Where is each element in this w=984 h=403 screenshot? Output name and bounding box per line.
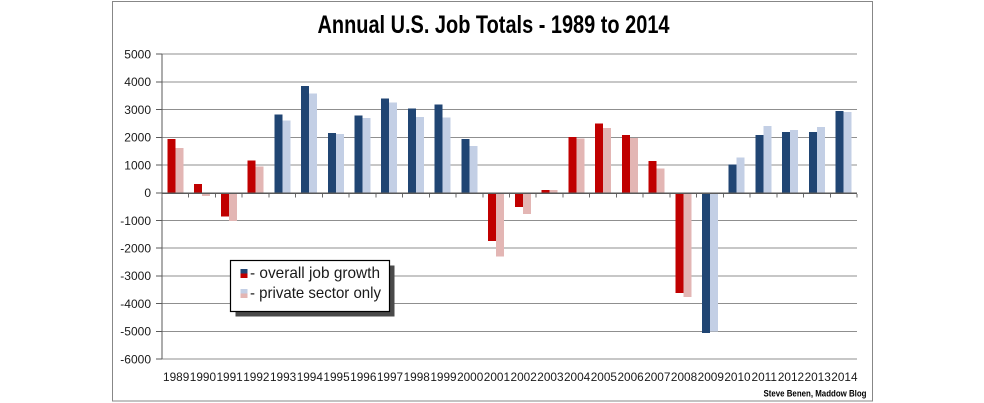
svg-text:4000: 4000 <box>124 75 151 89</box>
svg-text:Steve Benen, Maddow Blog: Steve Benen, Maddow Blog <box>764 389 867 400</box>
svg-text:2003: 2003 <box>537 370 564 384</box>
svg-text:2007: 2007 <box>644 370 670 384</box>
svg-text:-6000: -6000 <box>120 352 151 366</box>
svg-text:1994: 1994 <box>297 370 324 384</box>
svg-text:0: 0 <box>144 186 151 200</box>
svg-text:-1000: -1000 <box>120 214 151 228</box>
svg-text:1992: 1992 <box>243 370 269 384</box>
svg-text:1996: 1996 <box>350 370 377 384</box>
svg-text:- overall job growth: - overall job growth <box>250 265 380 282</box>
svg-text:1993: 1993 <box>270 370 297 384</box>
svg-text:-5000: -5000 <box>120 325 151 339</box>
svg-text:2004: 2004 <box>564 370 591 384</box>
svg-text:2001: 2001 <box>484 370 510 384</box>
svg-text:Annual U.S. Job Totals - 1989: Annual U.S. Job Totals - 1989 to 2014 <box>318 12 670 39</box>
svg-text:2000: 2000 <box>124 131 151 145</box>
svg-text:1990: 1990 <box>190 370 217 384</box>
svg-text:3000: 3000 <box>124 103 151 117</box>
svg-text:2011: 2011 <box>752 370 777 384</box>
svg-text:1995: 1995 <box>323 370 350 384</box>
svg-text:-2000: -2000 <box>120 242 151 256</box>
svg-text:-4000: -4000 <box>120 297 151 311</box>
svg-text:5000: 5000 <box>124 47 151 61</box>
svg-text:- private sector only: - private sector only <box>250 285 381 302</box>
svg-text:1997: 1997 <box>377 370 403 384</box>
svg-text:2002: 2002 <box>511 370 537 384</box>
svg-text:1991: 1991 <box>217 370 243 384</box>
svg-text:1998: 1998 <box>404 370 431 384</box>
svg-text:2006: 2006 <box>617 370 644 384</box>
svg-text:2010: 2010 <box>724 370 751 384</box>
svg-text:2012: 2012 <box>778 370 804 384</box>
svg-text:2008: 2008 <box>671 370 698 384</box>
svg-text:2000: 2000 <box>457 370 484 384</box>
svg-text:1000: 1000 <box>124 158 151 172</box>
svg-text:1989: 1989 <box>163 370 189 384</box>
svg-text:2005: 2005 <box>591 370 618 384</box>
svg-text:2013: 2013 <box>805 370 832 384</box>
svg-text:1999: 1999 <box>430 370 456 384</box>
svg-text:2009: 2009 <box>698 370 724 384</box>
svg-text:-3000: -3000 <box>120 269 151 283</box>
svg-text:2014: 2014 <box>831 370 858 384</box>
